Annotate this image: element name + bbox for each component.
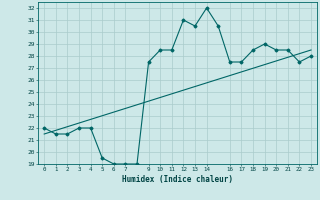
X-axis label: Humidex (Indice chaleur): Humidex (Indice chaleur): [122, 175, 233, 184]
